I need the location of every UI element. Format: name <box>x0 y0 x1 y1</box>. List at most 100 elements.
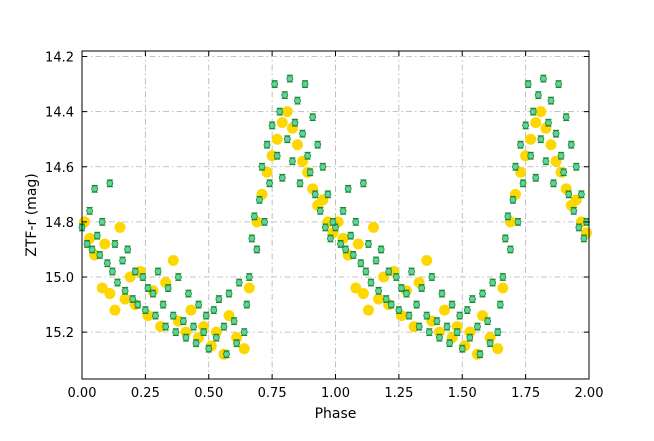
green-data-point <box>527 152 535 160</box>
axis-ticks: 0.00 0.25 0.50 0.75 1.00 1.25 1.50 1.75 2.00 14.2… <box>45 51 603 401</box>
green-data-point <box>205 345 213 353</box>
green-data-point <box>339 207 347 215</box>
green-data-point <box>385 268 393 275</box>
green-data-point <box>119 257 126 264</box>
green-data-point <box>580 235 588 242</box>
green-data-point <box>215 295 223 303</box>
green-data-point <box>575 224 583 231</box>
green-data-point <box>83 240 91 248</box>
green-data-point <box>245 273 253 281</box>
green-data-point <box>327 235 334 242</box>
yellow-data-point <box>350 282 362 294</box>
green-data-point <box>261 218 268 226</box>
green-data-point <box>235 279 243 286</box>
yellow-data-point <box>104 288 116 300</box>
green-data-point <box>144 284 152 292</box>
yellow-data-point <box>291 139 303 151</box>
green-data-point <box>534 91 542 99</box>
green-data-point <box>560 168 568 176</box>
green-data-point <box>448 301 456 308</box>
green-data-point <box>114 279 121 286</box>
green-data-point <box>347 232 355 240</box>
green-data-point <box>524 80 532 88</box>
yellow-data-point <box>497 282 509 294</box>
green-data-point <box>552 130 560 138</box>
green-data-point <box>124 246 132 253</box>
yellow-data-point <box>492 343 504 355</box>
x-tick-label: 0.25 <box>131 386 160 401</box>
yellow-data-point <box>545 139 557 151</box>
x-tick-label: 1.00 <box>321 386 350 401</box>
green-data-point <box>299 130 306 138</box>
green-data-point <box>93 232 101 240</box>
green-data-point <box>479 290 486 297</box>
green-data-point <box>131 268 139 275</box>
green-data-point <box>433 317 441 325</box>
green-data-point <box>514 218 522 226</box>
green-data-point <box>210 306 218 314</box>
green-data-point <box>154 268 162 275</box>
green-data-point <box>121 287 129 295</box>
green-data-point <box>192 339 200 347</box>
green-data-point <box>289 157 296 165</box>
green-data-point <box>405 312 413 320</box>
green-data-point <box>256 196 263 204</box>
green-data-point <box>174 273 182 281</box>
green-data-point <box>212 334 220 342</box>
green-data-point <box>281 91 289 99</box>
green-data-point <box>382 295 390 303</box>
green-data-point <box>375 287 382 295</box>
grid <box>82 51 589 379</box>
green-data-point <box>179 317 187 325</box>
yellow-data-point <box>352 238 364 250</box>
green-data-point <box>164 284 172 292</box>
green-data-point <box>565 190 573 198</box>
green-data-point <box>367 279 375 286</box>
y-tick-label: 14.8 <box>45 216 74 231</box>
green-data-point <box>453 328 461 336</box>
green-data-point <box>223 350 230 358</box>
green-data-point <box>271 80 279 88</box>
green-data-point <box>509 196 517 204</box>
green-data-point <box>141 306 149 314</box>
green-data-point <box>557 152 565 160</box>
green-data-point <box>230 317 238 325</box>
green-data-point <box>319 163 327 171</box>
green-data-point <box>139 273 147 281</box>
green-data-point <box>555 80 562 88</box>
green-data-point <box>484 317 492 325</box>
green-data-point <box>129 295 137 303</box>
green-data-point <box>311 190 319 198</box>
green-data-point <box>468 295 476 303</box>
x-tick-label: 1.50 <box>448 386 477 401</box>
green-data-point <box>423 312 431 320</box>
yellow-data-point <box>439 304 451 316</box>
green-data-point <box>446 339 453 347</box>
green-data-point <box>504 212 512 220</box>
green-data-point <box>332 224 339 231</box>
data-points <box>78 74 592 360</box>
yellow-data-point <box>276 117 288 129</box>
green-data-point <box>240 328 248 336</box>
x-tick-label: 0.00 <box>68 386 97 401</box>
yellow-data-point <box>99 238 111 250</box>
green-data-point <box>486 339 494 347</box>
green-data-point <box>572 163 580 171</box>
green-data-point <box>329 218 337 226</box>
green-data-point <box>309 113 317 121</box>
green-data-point <box>357 259 365 267</box>
green-data-point <box>499 273 507 281</box>
green-data-point <box>248 235 256 242</box>
green-data-point <box>296 179 304 187</box>
green-data-point <box>111 240 119 248</box>
green-data-point <box>250 212 258 220</box>
green-data-point <box>283 135 291 143</box>
green-data-point <box>185 290 192 297</box>
yellow-data-point <box>185 304 197 316</box>
yellow-data-point <box>114 221 126 233</box>
x-tick-label: 1.25 <box>384 386 413 401</box>
green-data-point <box>304 152 312 160</box>
x-tick-label: 0.75 <box>258 386 287 401</box>
